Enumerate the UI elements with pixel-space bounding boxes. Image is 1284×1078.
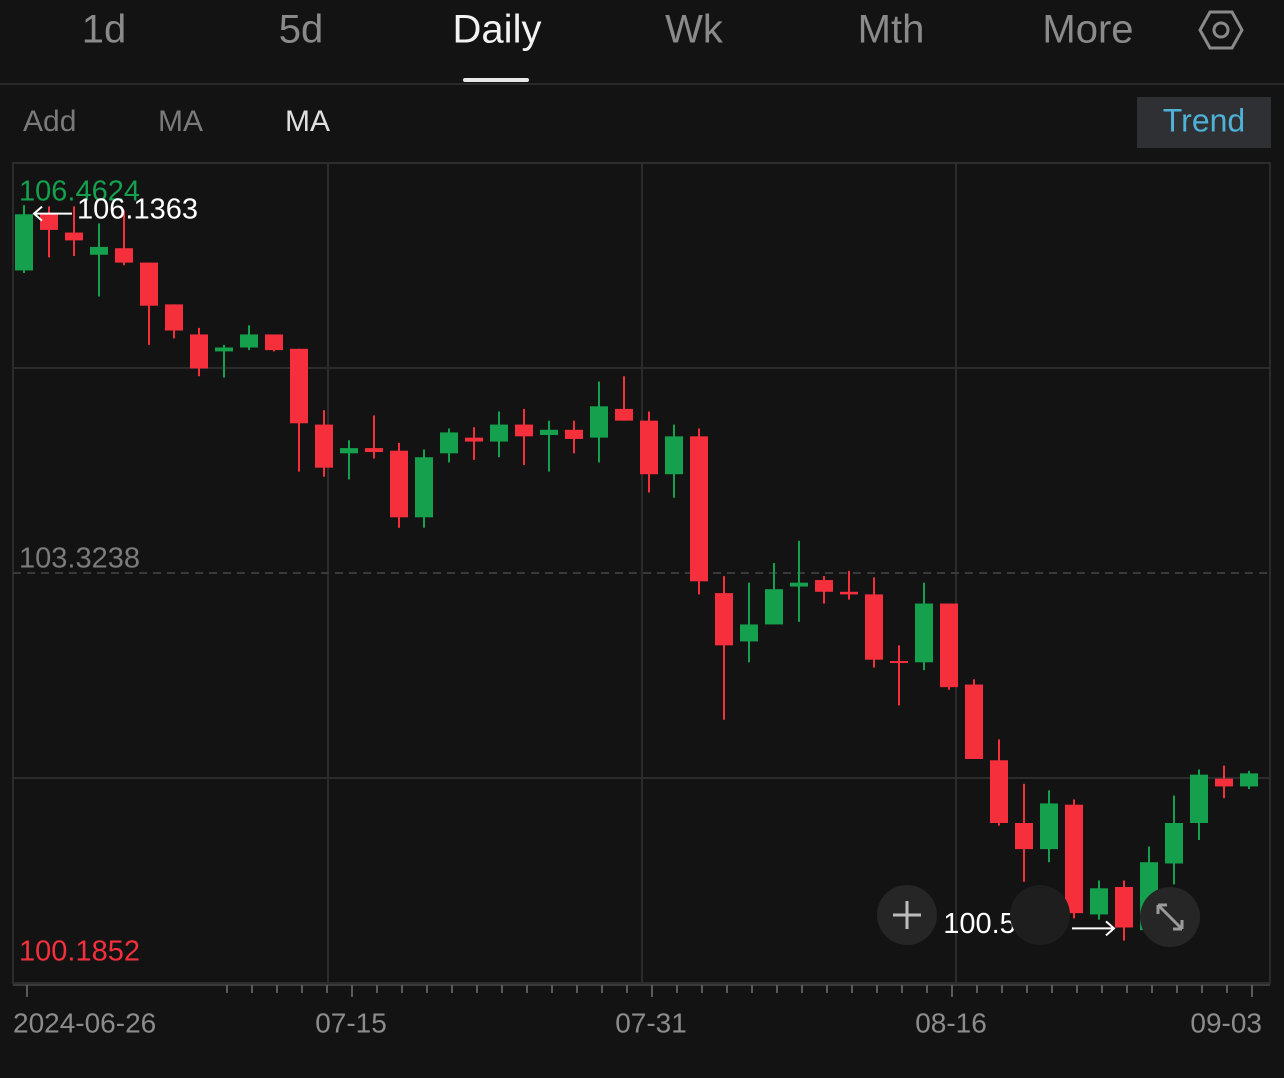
expand-icon bbox=[1156, 903, 1184, 931]
candle-body bbox=[290, 348, 308, 424]
x-tick-label: 2024-06-26 bbox=[13, 1007, 156, 1038]
plus-icon bbox=[893, 901, 921, 929]
candle-body bbox=[565, 429, 583, 439]
candle-body bbox=[990, 760, 1008, 824]
x-tick-label: 08-16 bbox=[915, 1007, 987, 1038]
candle-body bbox=[965, 684, 983, 759]
candle-body bbox=[640, 420, 658, 475]
candle-body bbox=[140, 262, 158, 306]
y-tick-label: 103.3238 bbox=[19, 543, 140, 575]
candle-body bbox=[315, 424, 333, 468]
candle-body bbox=[865, 594, 883, 660]
candle-body bbox=[1065, 804, 1083, 914]
candle-body bbox=[265, 334, 283, 351]
candle-body bbox=[690, 436, 708, 582]
tool-button[interactable]: MA bbox=[158, 105, 203, 138]
candle-body bbox=[665, 436, 683, 475]
candle-body bbox=[40, 214, 58, 230]
overlay-button[interactable] bbox=[1010, 885, 1070, 945]
candle-body bbox=[1240, 773, 1258, 787]
tab[interactable]: 5d bbox=[279, 8, 324, 52]
candle-body bbox=[1215, 778, 1233, 787]
candle-body bbox=[240, 334, 258, 348]
candle-body bbox=[190, 334, 208, 369]
toolbar: Add MA MA Trend bbox=[23, 97, 1271, 148]
candle-body bbox=[540, 429, 558, 436]
candle-body bbox=[940, 603, 958, 688]
candle-body bbox=[215, 347, 233, 352]
candle-body bbox=[1090, 888, 1108, 915]
candle-body bbox=[65, 232, 83, 241]
tab-underline bbox=[463, 78, 529, 82]
x-tick-label: 07-31 bbox=[615, 1007, 687, 1038]
candle-body bbox=[415, 457, 433, 518]
plot: 103.3238 106.4624 100.1852 2024-06-26 07-15 0… bbox=[12, 162, 1271, 1038]
candle-body bbox=[1165, 823, 1183, 864]
settings-icon[interactable] bbox=[1198, 10, 1244, 50]
candle-body bbox=[1190, 774, 1208, 824]
candle-body bbox=[365, 448, 383, 453]
tab[interactable]: More bbox=[1042, 8, 1133, 52]
candle-body bbox=[765, 589, 783, 625]
candle-body bbox=[90, 246, 108, 255]
candle-body bbox=[165, 304, 183, 331]
candle-body bbox=[615, 408, 633, 421]
trend-button-bg[interactable] bbox=[1137, 97, 1271, 148]
tab[interactable]: 1d bbox=[82, 8, 127, 52]
candle-body bbox=[715, 593, 733, 646]
trend-button[interactable]: Trend bbox=[1163, 102, 1245, 138]
tab[interactable]: Mth bbox=[858, 8, 925, 52]
candle-body bbox=[440, 432, 458, 454]
marker-arrow bbox=[32, 205, 72, 222]
candle-body bbox=[1040, 803, 1058, 850]
candle-body bbox=[1115, 887, 1133, 928]
candle-body bbox=[515, 424, 533, 437]
candle-body bbox=[390, 450, 408, 518]
candle-body bbox=[590, 406, 608, 438]
tab-bar: 1d 5d Daily Wk Mth More bbox=[0, 8, 1284, 85]
candle-body bbox=[490, 424, 508, 442]
y-max-label: 106.4624 bbox=[19, 176, 140, 208]
overlay-buttons bbox=[877, 885, 1200, 947]
y-min-label: 100.1852 bbox=[19, 936, 140, 968]
tool-button[interactable]: MA bbox=[285, 105, 330, 138]
candle-body bbox=[340, 448, 358, 454]
candle-body bbox=[465, 437, 483, 442]
candle-body bbox=[740, 624, 758, 642]
tool-button[interactable]: Add bbox=[23, 105, 76, 138]
candle-body bbox=[840, 591, 858, 595]
high-marker-label: 106.1363 bbox=[77, 193, 198, 225]
tab-active[interactable]: Daily bbox=[453, 8, 542, 52]
candle-body bbox=[1015, 823, 1033, 850]
candle-body bbox=[815, 580, 833, 592]
candle-body bbox=[15, 214, 33, 271]
x-tick-label: 09-03 bbox=[1190, 1007, 1262, 1038]
candle-body bbox=[790, 582, 808, 587]
candle-body bbox=[915, 603, 933, 663]
marker-arrow bbox=[1072, 920, 1116, 937]
x-tick-label: 07-15 bbox=[315, 1007, 387, 1038]
tab[interactable]: Wk bbox=[665, 8, 724, 52]
candle-body bbox=[115, 248, 133, 263]
candle-body bbox=[890, 661, 908, 664]
